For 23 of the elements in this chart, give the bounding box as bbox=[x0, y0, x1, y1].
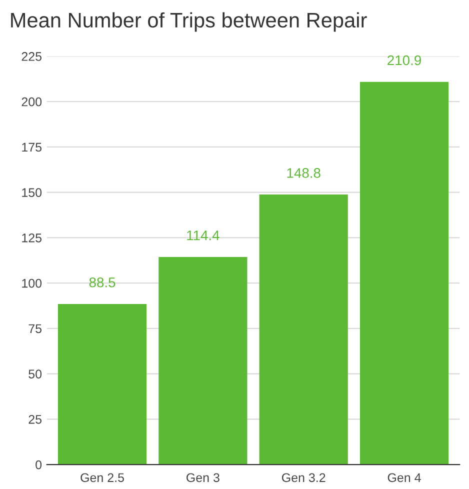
data-label: 114.4 bbox=[187, 230, 220, 240]
y-tick-label: 175 bbox=[22, 142, 42, 152]
chart-title: Mean Number of Trips between Repair bbox=[11, 12, 367, 32]
x-tick-label: Gen 3.2 bbox=[282, 473, 326, 482]
y-tick-label: 25 bbox=[28, 414, 42, 424]
data-label: 88.5 bbox=[89, 277, 116, 288]
y-tick-label: 50 bbox=[28, 370, 42, 378]
bar bbox=[58, 304, 147, 465]
x-tick-label: Gen 3 bbox=[186, 473, 220, 482]
data-label: 148.8 bbox=[287, 168, 320, 178]
y-tick-label: 0 bbox=[36, 460, 42, 470]
bar bbox=[360, 82, 449, 465]
data-label: 210.9 bbox=[388, 55, 421, 66]
y-tick-label: 125 bbox=[22, 234, 42, 242]
bar bbox=[158, 256, 248, 465]
y-tick-label: 100 bbox=[22, 278, 42, 288]
bar bbox=[259, 194, 348, 465]
x-tick-label: Gen 4 bbox=[388, 473, 421, 482]
y-tick-label: 75 bbox=[28, 324, 42, 334]
y-tick-label: 150 bbox=[22, 188, 42, 197]
x-tick-label: Gen 2.5 bbox=[80, 473, 124, 482]
y-tick-label: 200 bbox=[22, 97, 42, 106]
y-tick-label: 225 bbox=[22, 52, 42, 61]
